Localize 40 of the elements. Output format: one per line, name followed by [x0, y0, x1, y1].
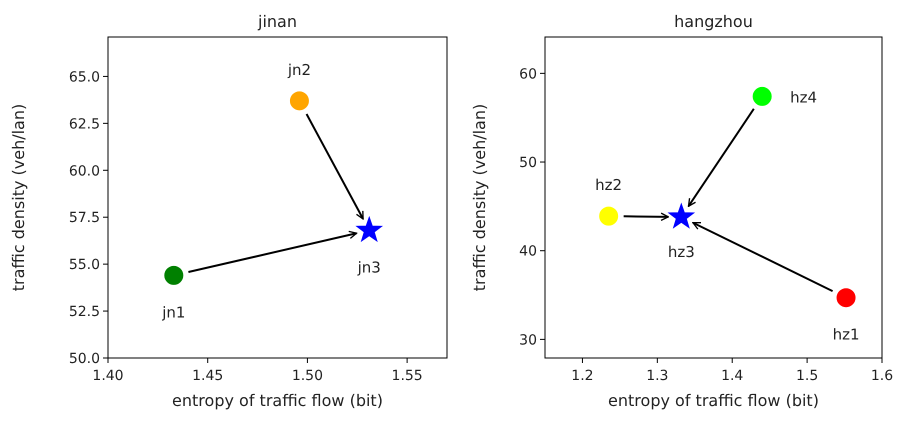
point: [752, 86, 773, 107]
y-tick-label: 60: [519, 66, 537, 82]
x-tick-label: 1.6: [870, 368, 894, 384]
series-label: hz2: [595, 176, 622, 194]
x-tick-label: 1.50: [292, 368, 323, 384]
y-axis-title: traffic density (veh/lan): [470, 104, 489, 292]
series-label: hz4: [790, 88, 818, 106]
y-tick-label: 55.0: [68, 257, 100, 274]
x-axis-title: entropy of traffic flow (bit): [608, 391, 819, 410]
y-tick-label: 62.5: [68, 116, 100, 132]
series-label: hz3: [668, 243, 695, 262]
y-tick-label: 30: [519, 332, 537, 348]
x-tick-label: 1.3: [646, 368, 668, 384]
y-axis-title: traffic density (veh/lan): [9, 104, 28, 292]
series-label: jn2: [286, 60, 312, 79]
chart-title: hangzhou: [674, 12, 753, 31]
point: [288, 90, 310, 112]
y-tick-label: 50: [519, 155, 537, 172]
x-tick-label: 1.2: [571, 368, 594, 384]
y-tick-label: 50.0: [68, 351, 100, 367]
series-label: jn1: [161, 303, 186, 322]
x-axis-title: entropy of traffic flow (bit): [172, 391, 383, 410]
y-tick-label: 60.0: [68, 163, 100, 180]
point: [836, 287, 857, 308]
x-tick-label: 1.5: [796, 368, 818, 384]
point: [356, 216, 382, 242]
y-tick-label: 40: [519, 244, 537, 260]
y-tick-label: 52.5: [68, 304, 100, 320]
chart-title: jinan: [257, 12, 297, 31]
point: [668, 204, 694, 228]
point: [163, 264, 184, 286]
x-tick-label: 1.4: [721, 368, 744, 384]
x-tick-label: 1.45: [192, 368, 224, 384]
series-label: hz1: [832, 326, 860, 344]
y-tick-label: 57.5: [68, 210, 100, 226]
x-tick-label: 1.40: [92, 368, 124, 384]
point: [598, 206, 620, 227]
y-tick-label: 65.0: [68, 69, 100, 86]
series-label: jn3: [356, 258, 381, 276]
x-tick-label: 1.55: [392, 368, 423, 384]
